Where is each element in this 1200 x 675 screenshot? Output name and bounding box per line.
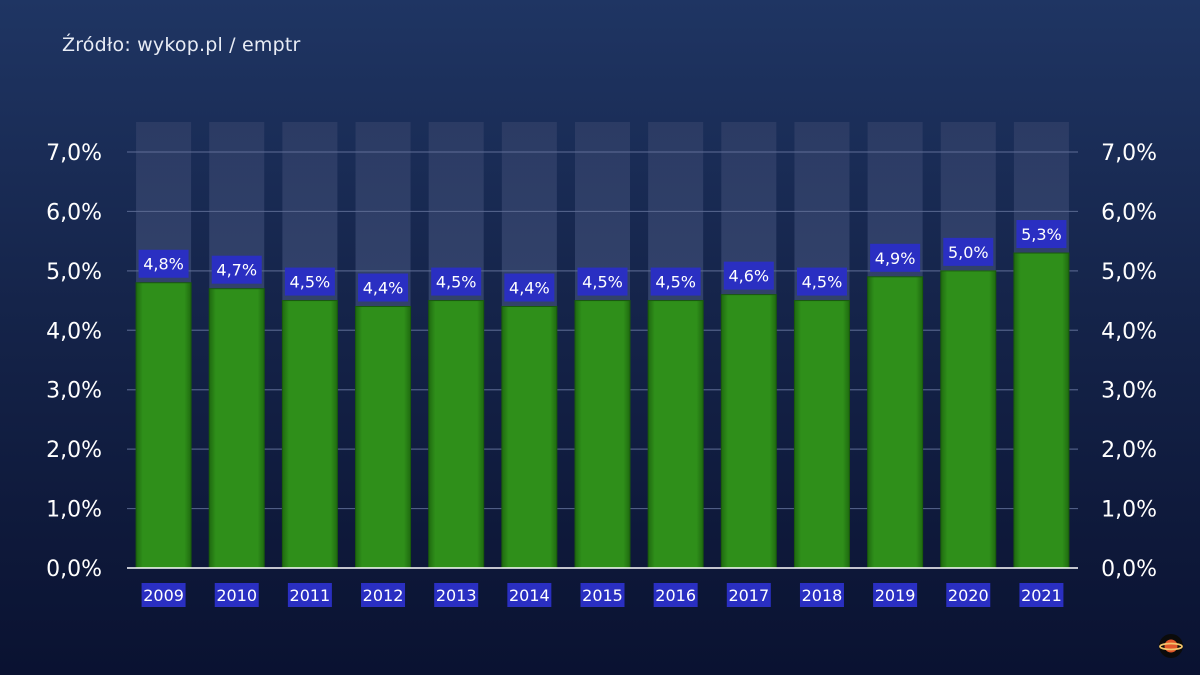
y-tick-label-left: 1,0% bbox=[46, 498, 102, 523]
category-label-box bbox=[799, 583, 844, 607]
data-label-box bbox=[650, 267, 701, 296]
category-label-box bbox=[141, 583, 186, 607]
y-tick-label-left: 7,0% bbox=[46, 141, 102, 166]
category-label-box bbox=[507, 583, 552, 607]
category-label: 2016 bbox=[655, 586, 696, 605]
y-tick-label-left: 6,0% bbox=[46, 200, 102, 225]
y-tick-label-right: 4,0% bbox=[1101, 319, 1157, 344]
category-label-box bbox=[361, 583, 406, 607]
y-tick-label-right: 2,0% bbox=[1101, 438, 1157, 463]
bar bbox=[867, 276, 924, 569]
category-label-box bbox=[580, 583, 625, 607]
y-tick-label-left: 5,0% bbox=[46, 260, 102, 285]
category-label-box bbox=[946, 583, 991, 607]
data-label: 4,8% bbox=[143, 255, 184, 274]
bar bbox=[793, 300, 850, 569]
data-label-box bbox=[504, 273, 555, 302]
category-label-box bbox=[726, 583, 771, 607]
data-label: 4,4% bbox=[363, 279, 404, 298]
data-label-box bbox=[138, 249, 189, 278]
data-label: 5,3% bbox=[1021, 225, 1062, 244]
source-caption: Źródło: wykop.pl / emptr bbox=[62, 34, 301, 56]
bar bbox=[281, 300, 338, 569]
bars-layer bbox=[135, 252, 1070, 569]
data-label: 4,5% bbox=[655, 273, 696, 292]
category-label: 2015 bbox=[582, 586, 623, 605]
category-label: 2018 bbox=[802, 586, 843, 605]
data-label-box bbox=[870, 243, 921, 272]
data-label-box bbox=[796, 267, 847, 296]
data-label-box bbox=[577, 267, 628, 296]
bar bbox=[208, 288, 265, 569]
data-label: 4,5% bbox=[436, 273, 477, 292]
data-label-box bbox=[431, 267, 482, 296]
y-tick-label-left: 2,0% bbox=[46, 438, 102, 463]
category-label-box bbox=[1019, 583, 1064, 607]
bar bbox=[940, 270, 997, 569]
data-label: 4,5% bbox=[582, 273, 623, 292]
labels-layer: 0,0% 0,0% 1,0% 1,0% 2,0% 2,0% 3,0% 3,0% 4,0% 4,0%… bbox=[46, 141, 1157, 607]
y-tick-label-right: 5,0% bbox=[1101, 260, 1157, 285]
y-tick-label-right: 6,0% bbox=[1101, 200, 1157, 225]
y-tick-label-left: 4,0% bbox=[46, 319, 102, 344]
planet-logo-icon bbox=[1159, 634, 1183, 658]
bar bbox=[720, 294, 777, 569]
category-label-box bbox=[434, 583, 479, 607]
data-label-box bbox=[211, 255, 262, 284]
category-label: 2017 bbox=[728, 586, 769, 605]
category-label: 2011 bbox=[290, 586, 331, 605]
data-label-box bbox=[943, 237, 994, 266]
data-label-box bbox=[1016, 220, 1067, 249]
category-label-box bbox=[653, 583, 698, 607]
data-label-box bbox=[284, 267, 335, 296]
category-label: 2012 bbox=[363, 586, 404, 605]
y-tick-label-right: 1,0% bbox=[1101, 498, 1157, 523]
category-label: 2014 bbox=[509, 586, 550, 605]
y-tick-label-left: 3,0% bbox=[46, 379, 102, 404]
bar bbox=[428, 300, 485, 569]
y-tick-label-right: 3,0% bbox=[1101, 379, 1157, 404]
y-tick-label-right: 0,0% bbox=[1101, 557, 1157, 582]
bar bbox=[355, 306, 412, 569]
bar bbox=[574, 300, 631, 569]
data-label: 4,4% bbox=[509, 279, 550, 298]
category-label-box bbox=[287, 583, 332, 607]
data-label-box bbox=[358, 273, 409, 302]
bar bbox=[1013, 252, 1070, 569]
data-label: 4,5% bbox=[802, 273, 843, 292]
data-label-box bbox=[723, 261, 774, 290]
category-label: 2009 bbox=[143, 586, 184, 605]
category-label: 2010 bbox=[216, 586, 257, 605]
category-label: 2021 bbox=[1021, 586, 1062, 605]
data-label: 4,6% bbox=[728, 267, 769, 286]
bar bbox=[647, 300, 704, 569]
data-label: 5,0% bbox=[948, 243, 989, 262]
data-label: 4,7% bbox=[216, 261, 257, 280]
data-label: 4,5% bbox=[290, 273, 331, 292]
category-label-box bbox=[214, 583, 259, 607]
category-label: 2013 bbox=[436, 586, 477, 605]
y-tick-label-right: 7,0% bbox=[1101, 141, 1157, 166]
category-label: 2019 bbox=[875, 586, 916, 605]
category-label-box bbox=[873, 583, 918, 607]
data-label: 4,9% bbox=[875, 249, 916, 268]
bar bbox=[135, 282, 192, 569]
y-tick-label-left: 0,0% bbox=[46, 557, 102, 582]
bar bbox=[501, 306, 558, 569]
category-label: 2020 bbox=[948, 586, 989, 605]
